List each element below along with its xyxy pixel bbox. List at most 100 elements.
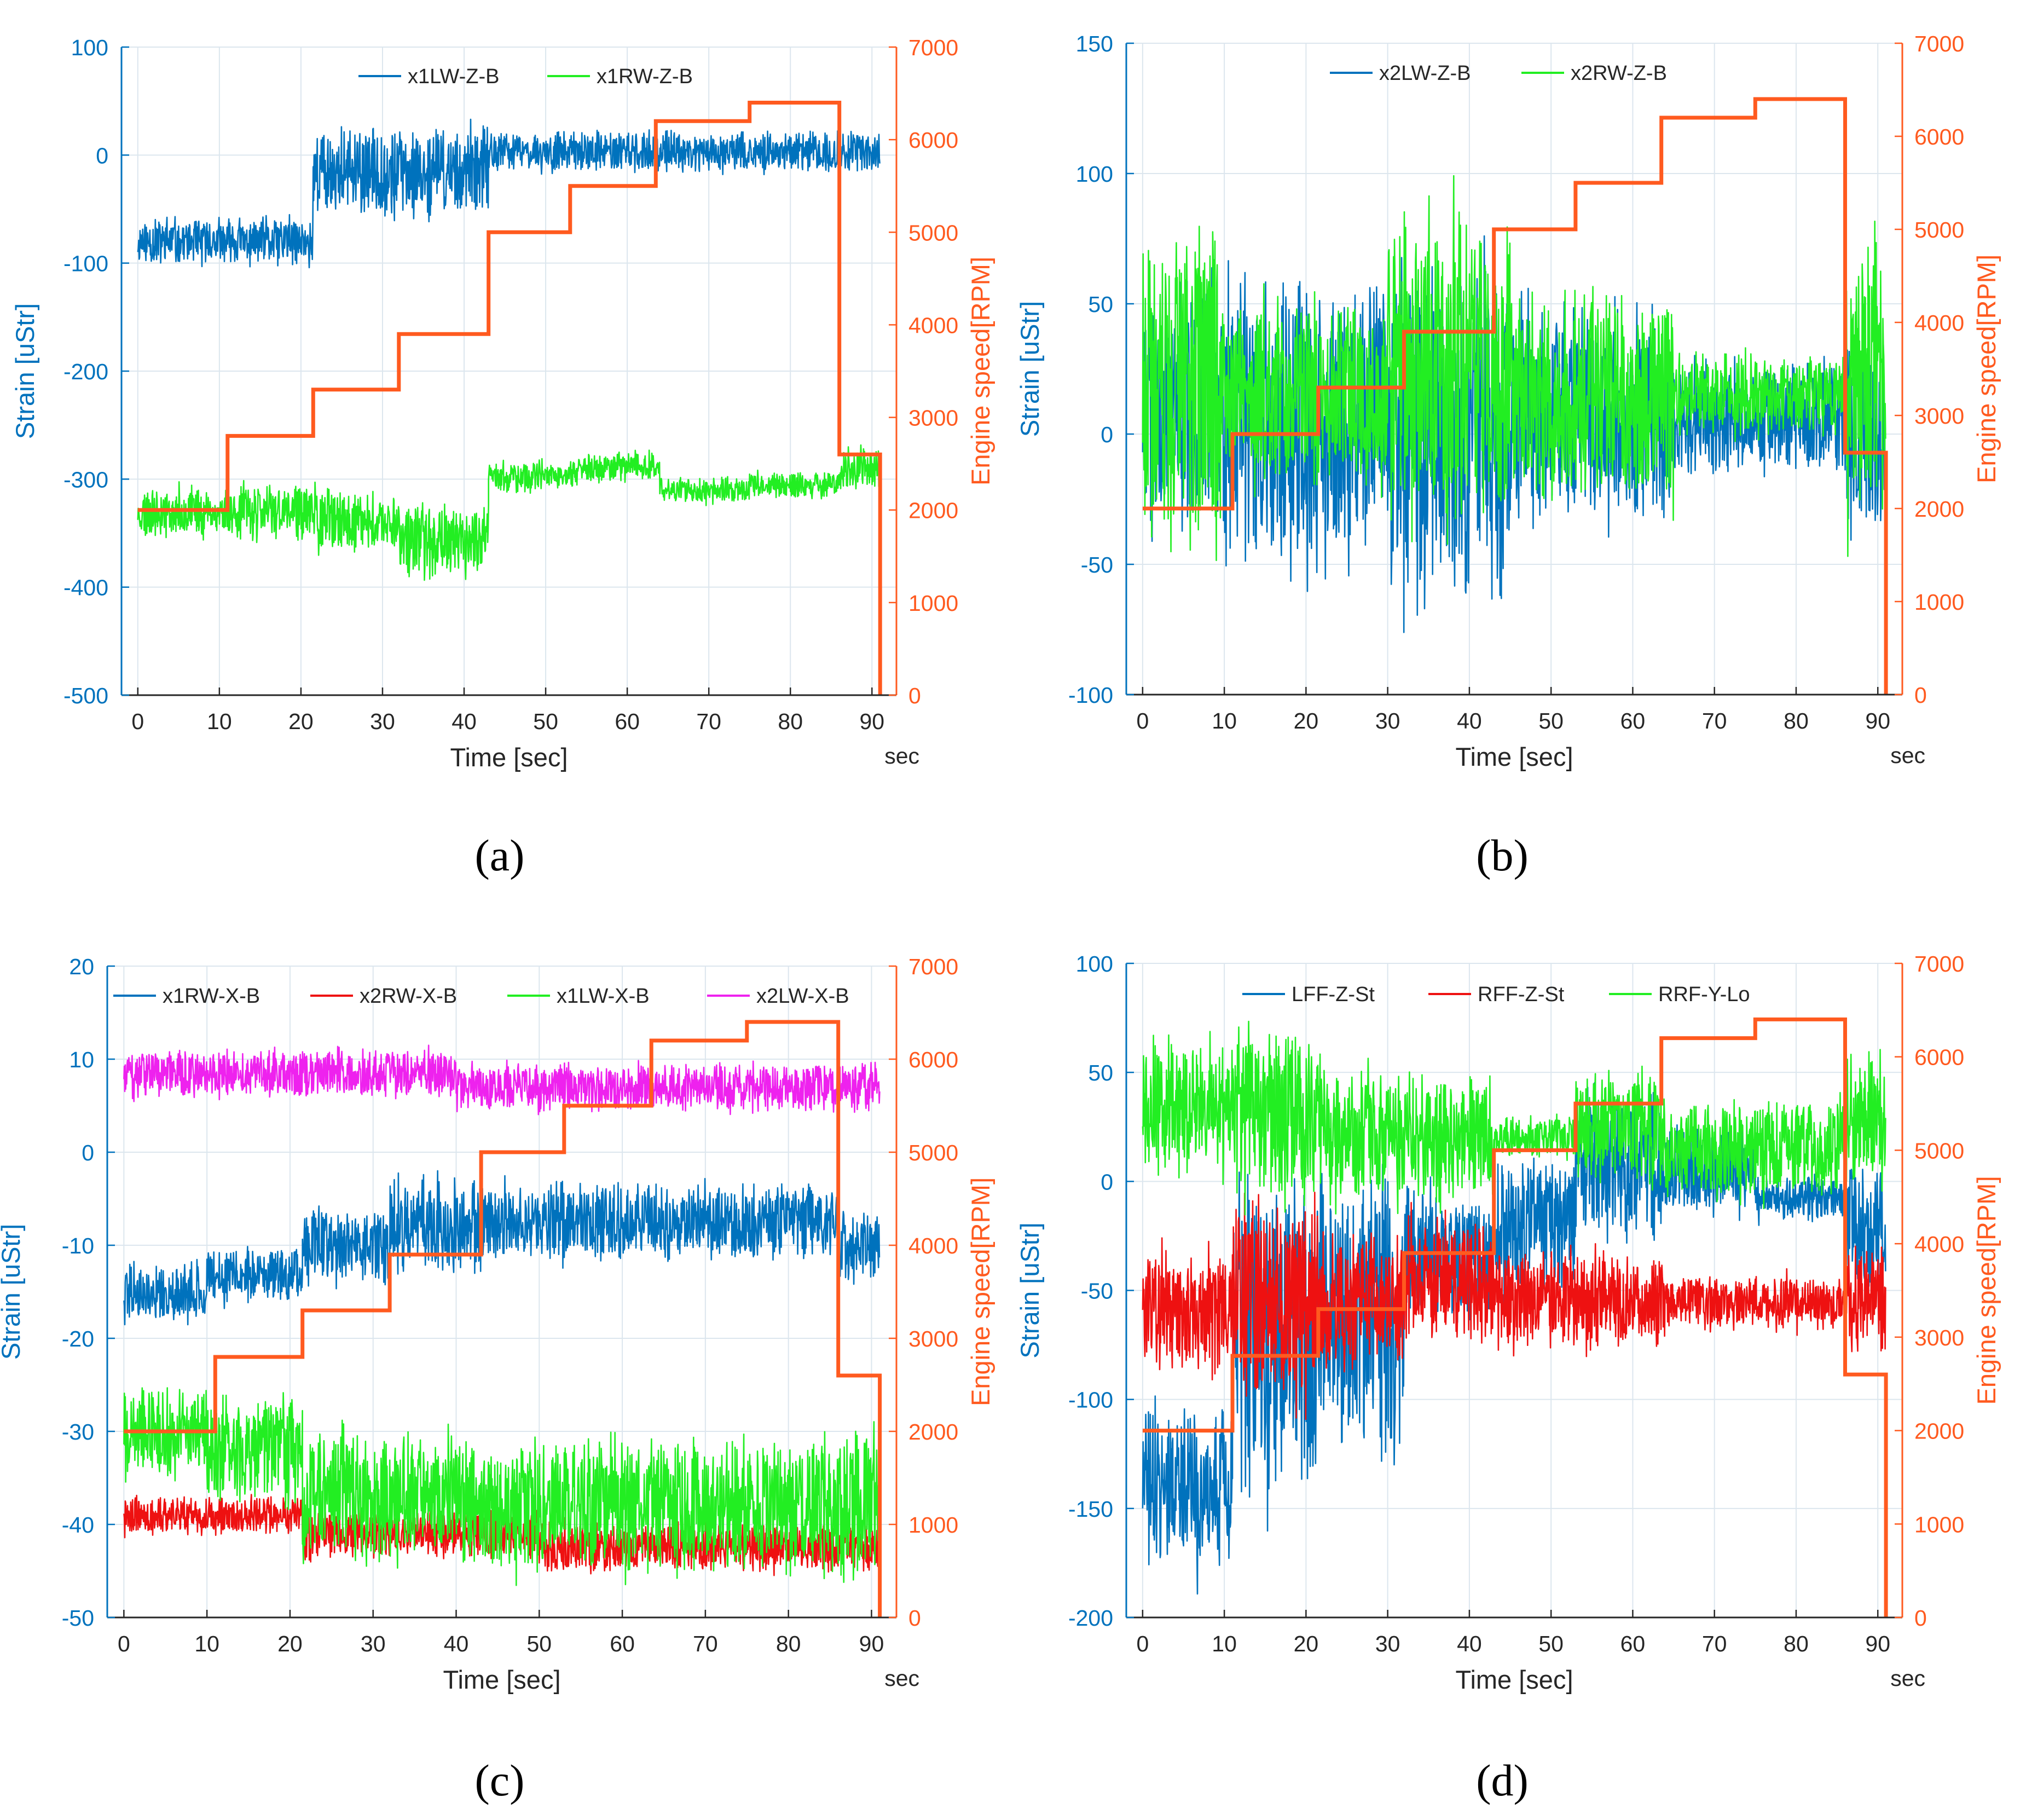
x-axis-label: Time [sec] — [1455, 1665, 1573, 1694]
x-tick-label: 10 — [194, 1631, 219, 1656]
x-tick-label: 90 — [1865, 1631, 1890, 1656]
x-tick-label: 40 — [451, 709, 477, 734]
legend: x2LW-Z-B x2RW-Z-B — [1330, 62, 1667, 85]
engine-speed-line — [1142, 1017, 1888, 1617]
y-tick-label: 0 — [96, 143, 108, 168]
series-line-RFF-Z-St — [1142, 1192, 1886, 1420]
y2-tick-label: 1000 — [1914, 1512, 1964, 1537]
y2-tick-label: 6000 — [908, 1047, 958, 1072]
y-axis-label: Strain [uStr] — [10, 303, 39, 439]
x-tick-label: 10 — [1212, 1631, 1237, 1656]
legend: x1LW-Z-B x1RW-Z-B — [358, 65, 693, 88]
legend-label: x1RW-X-B — [163, 985, 260, 1008]
x-tick-label: 40 — [1457, 1631, 1482, 1656]
y-tick-label: 50 — [1088, 292, 1113, 317]
series-line-x1RW-X-B — [123, 1170, 881, 1326]
x-tick-label: 0 — [1136, 1631, 1149, 1656]
y2-tick-label: 2000 — [908, 1419, 958, 1445]
y2-axis-label: Engine speed[RPM] — [1972, 1176, 2001, 1405]
y-tick-label: -100 — [63, 251, 108, 276]
x-tick-label: 70 — [1702, 1631, 1727, 1656]
y2-tick-label: 4000 — [1914, 1232, 1964, 1257]
y2-tick-label: 1000 — [1914, 590, 1964, 615]
x-tick-label: 50 — [533, 709, 558, 734]
y2-tick-label: 1000 — [908, 591, 958, 616]
x-tick-label: 90 — [859, 709, 884, 734]
legend-label: x1RW-Z-B — [597, 65, 693, 88]
y-tick-label: 0 — [1101, 422, 1113, 447]
x-tick-label: 70 — [1702, 708, 1727, 733]
y-tick-label: -400 — [63, 575, 108, 600]
y-tick-label: -10 — [62, 1233, 94, 1258]
x-tick-label: 50 — [527, 1631, 552, 1656]
x-tick-label: 80 — [776, 1631, 801, 1656]
x-tick-label: 60 — [615, 709, 640, 734]
y2-tick-label: 4000 — [908, 313, 958, 338]
panel-label-d: (d) — [1476, 1755, 1529, 1805]
x-axis-label: Time [sec] — [443, 1665, 560, 1694]
legend: x1RW-X-B x2RW-X-B x1LW-X-B x2LW-X-B — [113, 985, 849, 1008]
y-tick-label: 10 — [69, 1047, 94, 1072]
legend-label: x2RW-X-B — [360, 985, 457, 1008]
series-line-x1RW-Z-B — [137, 444, 881, 581]
series-line-x2RW-Z-B — [1142, 175, 1886, 562]
y-tick-label: 50 — [1088, 1060, 1113, 1085]
x-tick-label: 90 — [1865, 708, 1890, 733]
panel-label-c: (c) — [474, 1755, 524, 1805]
x-tick-label: 0 — [131, 709, 144, 734]
y2-tick-label: 5000 — [1914, 217, 1964, 242]
y2-tick-label: 0 — [1914, 683, 1927, 708]
x-axis-unit: sec — [884, 743, 919, 769]
x-tick-label: 10 — [1212, 708, 1237, 733]
x-tick-label: 20 — [1294, 708, 1319, 733]
y2-tick-label: 7000 — [1914, 951, 1964, 977]
x-tick-label: 30 — [1375, 1631, 1400, 1656]
legend-label: x2LW-Z-B — [1379, 62, 1471, 85]
y2-tick-label: 0 — [908, 1605, 921, 1631]
panel-label-a: (a) — [474, 830, 524, 880]
y2-tick-label: 6000 — [1914, 1045, 1964, 1070]
y-tick-label: -50 — [62, 1605, 94, 1631]
legend-label: x1LW-Z-B — [408, 65, 500, 88]
y-tick-label: 100 — [71, 35, 108, 60]
x-tick-label: 60 — [1620, 1631, 1646, 1656]
y-tick-label: -300 — [63, 467, 108, 492]
series-line-x1LW-Z-B — [137, 118, 881, 269]
y-tick-label: -50 — [1081, 1279, 1113, 1304]
y-tick-label: 100 — [1076, 161, 1113, 187]
legend-label: LFF-Z-St — [1292, 983, 1375, 1006]
series-line-RRF-Y-Lo — [1142, 1020, 1886, 1216]
panel-b: 0 10 20 30 40 50 60 70 80 90 -100 -50 0 50 100 150 0 1000… — [1015, 31, 2001, 771]
x-tick-label: 70 — [693, 1631, 718, 1656]
y2-tick-label: 5000 — [1914, 1138, 1964, 1163]
y2-tick-label: 1000 — [908, 1512, 958, 1538]
y-tick-label: -100 — [1068, 1388, 1113, 1413]
x-axis-label: Time [sec] — [1455, 742, 1573, 771]
y-tick-label: 150 — [1076, 31, 1113, 56]
legend-label: RFF-Z-St — [1478, 983, 1565, 1006]
legend: LFF-Z-St RFF-Z-St RRF-Y-Lo — [1242, 983, 1750, 1006]
y-tick-label: 20 — [69, 954, 94, 979]
y2-tick-label: 3000 — [908, 406, 958, 431]
x-tick-label: 70 — [696, 709, 721, 734]
legend-label: x1LW-X-B — [557, 985, 650, 1008]
panel-label-b: (b) — [1476, 830, 1529, 880]
x-axis-label: Time [sec] — [450, 743, 568, 772]
legend-label: RRF-Y-Lo — [1658, 983, 1750, 1006]
y-tick-label: 100 — [1076, 951, 1113, 977]
series-line-x2LW-X-B — [123, 1044, 881, 1116]
y2-tick-label: 5000 — [908, 1140, 958, 1165]
engine-speed-line — [137, 101, 882, 695]
y2-tick-label: 2000 — [908, 498, 958, 523]
y2-tick-label: 4000 — [1914, 310, 1964, 336]
legend-label: x2LW-X-B — [756, 985, 849, 1008]
engine-speed-line — [124, 1020, 882, 1617]
x-tick-label: 80 — [1784, 1631, 1809, 1656]
y-axis-label: Strain [uStr] — [1015, 301, 1044, 437]
x-axis-unit: sec — [884, 1666, 919, 1691]
y2-tick-label: 4000 — [908, 1233, 958, 1258]
y-axis-label: Strain [uStr] — [0, 1224, 25, 1360]
x-tick-label: 0 — [118, 1631, 130, 1656]
y2-tick-label: 3000 — [1914, 1325, 1964, 1350]
